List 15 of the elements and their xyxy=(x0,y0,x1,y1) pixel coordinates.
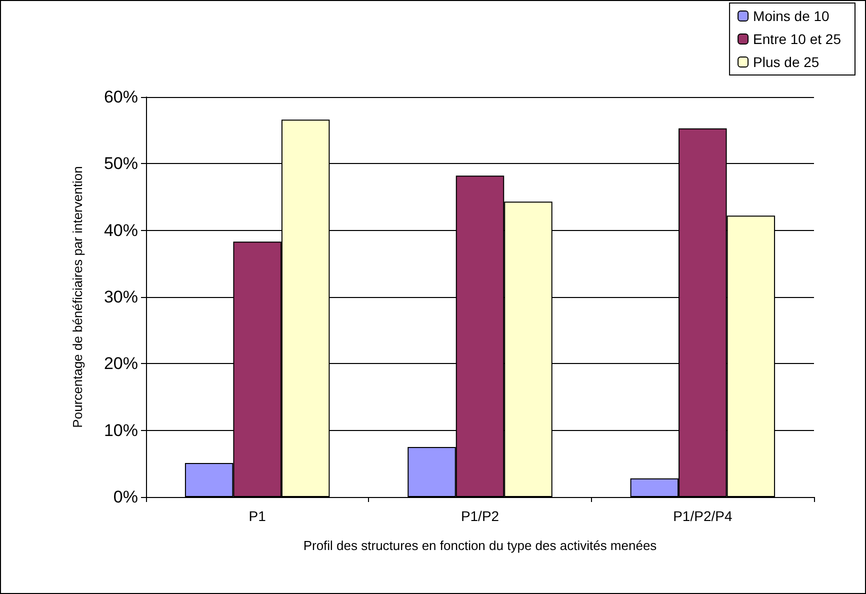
legend-label: Moins de 10 xyxy=(753,8,830,24)
x-tick-label: P1 xyxy=(248,508,266,524)
y-tick-label: 60% xyxy=(104,88,138,106)
legend-label: Plus de 25 xyxy=(753,54,820,70)
legend-label: Entre 10 et 25 xyxy=(753,31,842,47)
y-tick-label: 10% xyxy=(104,420,138,440)
y-tick-label: 30% xyxy=(104,288,138,306)
y-axis-title: Pourcentage de bénéficiaires par intervention xyxy=(70,166,85,428)
x-tick-label: P1/P2 xyxy=(460,508,500,524)
x-tick-label: P1/P2/P4 xyxy=(673,508,732,524)
y-tick-label: 40% xyxy=(104,220,138,240)
x-axis-title: Profil des structures en fonction du type des activités menées xyxy=(303,538,658,553)
y-tick-label: 50% xyxy=(104,154,138,174)
y-tick-label: 0% xyxy=(113,488,138,506)
y-tick-label: 20% xyxy=(104,354,138,374)
